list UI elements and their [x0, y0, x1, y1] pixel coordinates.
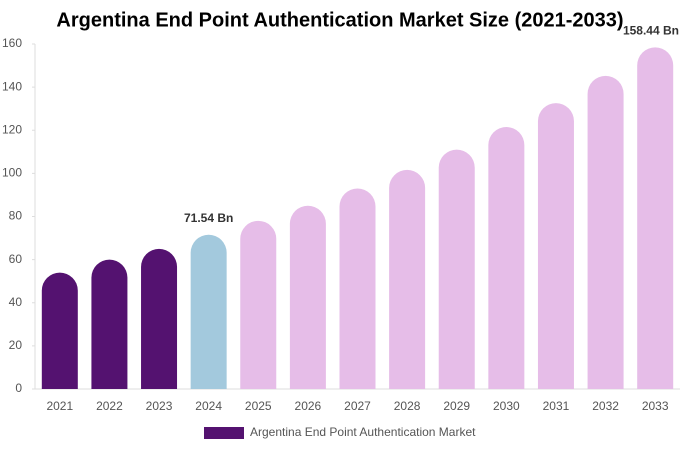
x-tick-label: 2031 [543, 399, 570, 413]
x-tick-label: 2029 [443, 399, 470, 413]
y-tick-label: 140 [2, 79, 22, 93]
chart-title: Argentina End Point Authentication Marke… [56, 9, 623, 31]
bar [190, 234, 227, 389]
bar [389, 169, 426, 389]
x-tick-label: 2024 [195, 399, 222, 413]
data-label: 158.44 Bn [623, 24, 679, 38]
x-tick-label: 2025 [245, 399, 272, 413]
x-tick-label: 2032 [592, 399, 619, 413]
bar [339, 188, 376, 389]
bar [587, 75, 624, 389]
x-tick-label: 2033 [642, 399, 669, 413]
y-tick-label: 0 [15, 381, 22, 395]
y-tick-label: 80 [9, 209, 23, 223]
x-tick-label: 2027 [344, 399, 371, 413]
x-tick-label: 2021 [46, 399, 73, 413]
x-tick-label: 2026 [295, 399, 322, 413]
y-tick-label: 40 [9, 295, 23, 309]
bar [41, 272, 78, 389]
y-tick-label: 60 [9, 252, 23, 266]
bar [438, 149, 475, 389]
bar [91, 259, 128, 389]
x-tick-label: 2022 [96, 399, 123, 413]
y-tick-label: 100 [2, 166, 22, 180]
data-label: 71.54 Bn [184, 211, 233, 225]
y-tick-label: 120 [2, 122, 22, 136]
bar [289, 205, 326, 389]
bar [537, 103, 574, 389]
y-tick-label: 160 [2, 36, 22, 50]
x-tick-label: 2028 [394, 399, 421, 413]
x-tick-label: 2030 [493, 399, 520, 413]
bar [637, 47, 674, 390]
legend-label: Argentina End Point Authentication Marke… [250, 425, 476, 439]
bar [240, 220, 277, 389]
bar [141, 248, 178, 389]
x-tick-label: 2023 [146, 399, 173, 413]
y-tick-label: 20 [9, 338, 23, 352]
legend-swatch [204, 427, 244, 439]
bar [488, 127, 525, 389]
